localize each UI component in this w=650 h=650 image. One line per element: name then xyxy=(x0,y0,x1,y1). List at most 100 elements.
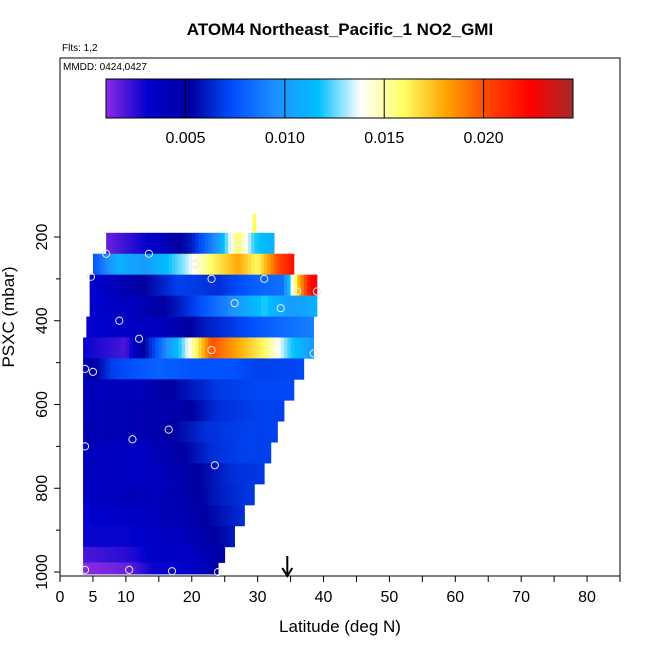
data-cell xyxy=(181,562,186,575)
data-cell xyxy=(241,358,245,380)
data-cell xyxy=(162,316,166,338)
data-cell xyxy=(208,337,212,359)
data-cell xyxy=(241,484,245,506)
data-cell xyxy=(129,562,133,575)
data-cell xyxy=(267,379,272,401)
data-cell xyxy=(135,400,140,422)
data-cell xyxy=(277,400,282,422)
data-cell xyxy=(208,358,212,380)
data-cell xyxy=(241,253,245,275)
data-cell xyxy=(280,337,285,359)
data-cell xyxy=(284,337,288,359)
data-cell xyxy=(244,442,249,464)
data-cell xyxy=(214,400,219,422)
data-cell xyxy=(228,484,232,506)
data-cell xyxy=(145,421,150,443)
data-cell xyxy=(142,400,147,422)
data-cell xyxy=(175,421,179,443)
data-cell xyxy=(310,274,315,296)
data-cell xyxy=(231,316,235,338)
data-cell xyxy=(106,295,110,317)
data-cell xyxy=(165,232,170,255)
data-cell xyxy=(152,442,156,464)
data-cell xyxy=(211,421,216,443)
data-cell xyxy=(116,562,120,575)
data-cell xyxy=(109,484,114,506)
data-cell xyxy=(260,421,265,443)
data-cell xyxy=(221,463,226,485)
data-cell xyxy=(224,316,229,338)
data-cell xyxy=(228,379,232,401)
data-cell xyxy=(251,358,255,380)
data-cell xyxy=(158,484,163,506)
data-cell xyxy=(86,400,91,422)
data-cell xyxy=(145,253,150,275)
data-cell xyxy=(208,232,212,255)
data-cell xyxy=(83,400,87,422)
data-cell xyxy=(168,337,173,359)
data-cell xyxy=(129,232,133,255)
data-cell xyxy=(158,546,163,563)
observation-point xyxy=(230,299,239,308)
data-cell xyxy=(234,337,239,359)
data-cell xyxy=(129,525,133,548)
data-cell xyxy=(237,421,242,443)
data-cell xyxy=(162,546,166,563)
observation-point xyxy=(102,249,111,258)
data-cell xyxy=(214,232,219,255)
data-cell xyxy=(218,295,222,317)
data-cell xyxy=(274,337,278,359)
data-cell xyxy=(218,316,222,338)
observation-point xyxy=(86,272,96,281)
data-cell xyxy=(224,337,229,359)
data-cell xyxy=(201,463,206,485)
data-cell xyxy=(135,232,140,255)
data-cell xyxy=(129,295,133,317)
flights-note: Flts: 1,2 xyxy=(62,43,98,54)
observation-point xyxy=(276,304,285,313)
data-cell xyxy=(293,316,298,338)
data-cell xyxy=(86,525,91,548)
data-cell xyxy=(290,295,295,317)
data-cell xyxy=(168,316,173,338)
data-cell xyxy=(214,316,219,338)
data-cell xyxy=(106,358,110,380)
data-cell xyxy=(211,546,216,563)
data-cell xyxy=(119,546,123,563)
data-cell xyxy=(214,274,219,296)
data-cell xyxy=(106,274,110,296)
data-cell xyxy=(231,463,235,485)
data-cell xyxy=(181,484,186,506)
x-tick-label: 50 xyxy=(381,589,399,606)
data-cell xyxy=(293,295,298,317)
data-cell xyxy=(152,484,156,506)
data-cell xyxy=(96,562,100,575)
data-cell xyxy=(122,253,127,275)
data-cell xyxy=(132,274,137,296)
data-cell xyxy=(228,421,232,443)
x-tick-label: 30 xyxy=(249,589,267,606)
observation-point xyxy=(207,345,216,355)
data-cell xyxy=(109,358,114,380)
data-cell xyxy=(168,379,173,401)
date-note: MMDD: 0424,0427 xyxy=(63,62,147,73)
data-cell xyxy=(188,484,193,506)
data-cell xyxy=(148,546,153,563)
data-cell xyxy=(260,463,265,485)
data-cell xyxy=(231,232,235,255)
data-cell xyxy=(125,400,130,422)
data-cell xyxy=(241,337,245,359)
data-cell xyxy=(188,274,193,296)
data-cell xyxy=(102,379,107,401)
data-cell xyxy=(125,525,130,548)
chart-title: ATOM4 Northeast_Pacific_1 NO2_GMI xyxy=(187,20,493,39)
data-cell xyxy=(92,316,97,338)
data-cell xyxy=(185,253,189,275)
data-cell xyxy=(83,484,87,506)
data-cell xyxy=(119,253,123,275)
data-cell xyxy=(284,295,288,317)
data-cell xyxy=(204,379,209,401)
data-cell xyxy=(139,400,143,422)
data-cell xyxy=(92,463,97,485)
data-cell xyxy=(165,337,170,359)
